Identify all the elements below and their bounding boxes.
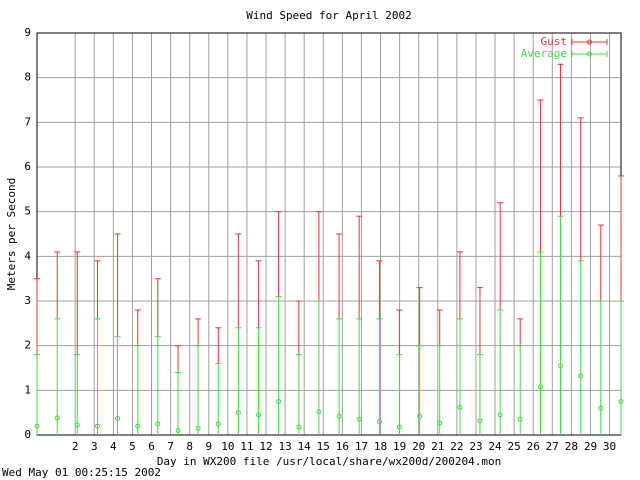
- average-point: [235, 410, 241, 416]
- x-tick-label: 16: [336, 440, 349, 453]
- x-tick-label: 26: [527, 440, 540, 453]
- average-point: [457, 404, 463, 410]
- y-tick-label: 4: [24, 249, 31, 262]
- x-tick-label: 30: [603, 440, 616, 453]
- legend-swatch: [587, 51, 592, 57]
- y-tick-label: 3: [24, 294, 31, 307]
- average-point: [135, 423, 141, 429]
- average-point: [558, 363, 564, 369]
- x-tick-label: 18: [374, 440, 387, 453]
- average-point: [34, 423, 40, 429]
- x-tick-label: 14: [298, 440, 312, 453]
- average-point: [578, 373, 584, 379]
- x-tick-label: 22: [450, 440, 463, 453]
- y-tick-label: 8: [24, 71, 31, 84]
- legend-label: Gust: [541, 35, 568, 48]
- legend-label: Average: [521, 47, 567, 60]
- average-point: [215, 421, 221, 427]
- average-point: [437, 420, 443, 426]
- footer: Wed May 01 00:25:15 2002: [2, 466, 161, 479]
- average-point: [155, 421, 161, 427]
- average-point: [115, 415, 121, 421]
- x-tick-label: 24: [488, 440, 502, 453]
- x-tick-label: 11: [240, 440, 253, 453]
- average-point: [497, 412, 503, 418]
- average-point: [537, 384, 543, 390]
- x-tick-label: 17: [355, 440, 368, 453]
- average-point: [396, 424, 402, 430]
- average-point: [477, 418, 483, 424]
- y-axis-label: Meters per Second: [5, 178, 18, 291]
- x-tick-label: 6: [148, 440, 155, 453]
- x-tick-label: 9: [205, 440, 212, 453]
- y-tick-label: 1: [24, 383, 31, 396]
- x-tick-label: 15: [317, 440, 330, 453]
- x-tick-label: 8: [186, 440, 193, 453]
- x-tick-label: 20: [412, 440, 425, 453]
- x-tick-label: 13: [278, 440, 291, 453]
- x-tick-label: 2: [72, 440, 79, 453]
- y-tick-label: 9: [24, 26, 31, 39]
- average-point: [94, 423, 100, 429]
- average-point: [276, 399, 282, 404]
- x-tick-label: 19: [393, 440, 406, 453]
- average-point: [598, 405, 604, 411]
- average-point: [356, 416, 362, 422]
- legend-swatch: [587, 39, 592, 45]
- average-point: [256, 412, 262, 418]
- average-point: [376, 419, 382, 425]
- x-tick-label: 21: [431, 440, 444, 453]
- chart-title: Wind Speed for April 2002: [246, 9, 412, 22]
- average-point: [316, 409, 322, 415]
- average-point: [618, 399, 624, 404]
- y-tick-label: 0: [24, 428, 31, 441]
- average-point: [195, 425, 201, 431]
- average-point: [74, 422, 80, 428]
- x-tick-label: 7: [167, 440, 174, 453]
- average-point: [54, 415, 60, 421]
- x-axis-label: Day in WX200 file /usr/local/share/wx200…: [157, 455, 501, 468]
- x-tick-label: 28: [565, 440, 578, 453]
- average-point: [417, 413, 423, 419]
- x-tick-label: 27: [546, 440, 559, 453]
- x-tick-label: 29: [584, 440, 597, 453]
- y-tick-label: 5: [24, 205, 31, 218]
- x-tick-label: 23: [469, 440, 482, 453]
- x-tick-label: 12: [259, 440, 272, 453]
- x-tick-label: 3: [91, 440, 98, 453]
- average-point: [517, 416, 523, 422]
- y-tick-label: 2: [24, 339, 31, 352]
- average-point: [175, 428, 181, 434]
- x-tick-label: 5: [129, 440, 136, 453]
- x-tick-label: 10: [221, 440, 234, 453]
- x-tick-label: 4: [110, 440, 117, 453]
- y-tick-label: 6: [24, 160, 31, 173]
- y-tick-label: 7: [24, 115, 31, 128]
- x-tick-label: 25: [507, 440, 520, 453]
- average-point: [296, 424, 302, 430]
- average-point: [336, 413, 342, 419]
